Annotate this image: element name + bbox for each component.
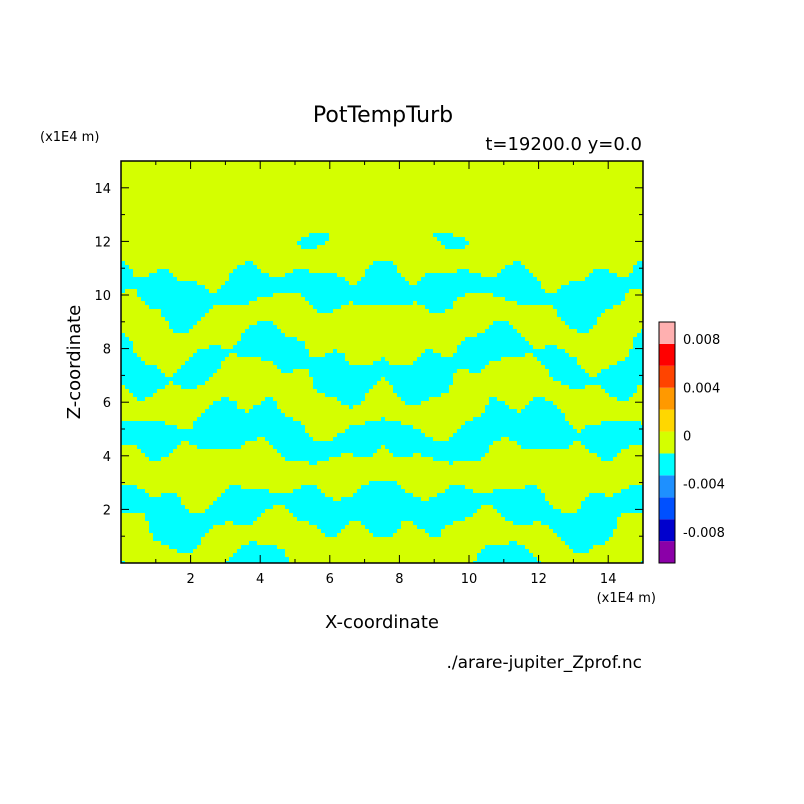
- colorbar-tick-label: -0.008: [683, 526, 725, 541]
- colorbar-swatch: [659, 365, 675, 388]
- x-axis-label: X-coordinate: [325, 612, 439, 633]
- x-tick-label: 2: [186, 572, 194, 587]
- x-tick-label: 4: [256, 572, 264, 587]
- colorbar-tick-label: 0.004: [683, 381, 720, 396]
- x-tick-label: 6: [326, 572, 334, 587]
- y-tick-label: 10: [94, 289, 111, 304]
- x-axis-ticks: 2 4 6 8 10 12 14: [120, 161, 644, 587]
- x-unit-label: (x1E4 m): [597, 591, 656, 606]
- y-tick-label: 14: [94, 182, 111, 197]
- plot-frame: [120, 160, 644, 564]
- y-axis-ticks: 2 4 6 8 10 12 14: [94, 160, 643, 564]
- y-tick-label: 8: [103, 343, 111, 358]
- colorbar-swatch: [659, 343, 675, 366]
- colorbar-swatch: [659, 519, 675, 542]
- colorbar-swatch: [659, 453, 675, 476]
- y-tick-label: 6: [103, 396, 111, 411]
- x-tick-label: 8: [395, 572, 403, 587]
- heatmap-field: [121, 161, 643, 563]
- source-file-label: ./arare-jupiter_Zprof.nc: [446, 653, 642, 673]
- y-axis-label: Z-coordinate: [64, 305, 85, 420]
- colorbar-swatch: [659, 322, 675, 344]
- colorbar-swatch: [659, 541, 675, 563]
- colorbar-swatch: [659, 387, 675, 410]
- colorbar-tick-label: 0: [683, 430, 691, 445]
- colorbar-tick-label: -0.004: [683, 478, 725, 493]
- y-tick-label: 12: [94, 235, 111, 250]
- chart-title: PotTempTurb: [313, 103, 453, 128]
- x-tick-label: 14: [600, 572, 617, 587]
- x-tick-label: 10: [461, 572, 478, 587]
- chart-subtitle: t=19200.0 y=0.0: [485, 134, 642, 155]
- plot-axes: [120, 160, 644, 564]
- colorbar-swatch: [659, 409, 675, 432]
- colorbar-swatch: [659, 431, 675, 454]
- colorbar-tick-label: 0.008: [683, 333, 720, 348]
- colorbar-frame: [658, 321, 676, 564]
- y-tick-label: 4: [103, 450, 111, 465]
- colorbar-swatch: [659, 475, 675, 498]
- y-unit-label: (x1E4 m): [40, 130, 99, 145]
- colorbar-swatch: [659, 497, 675, 520]
- colorbar: 0.008 0.004 0 -0.004 -0.008: [658, 321, 725, 564]
- y-tick-label: 2: [103, 503, 111, 518]
- field-pattern: [121, 233, 643, 563]
- x-tick-label: 12: [530, 572, 547, 587]
